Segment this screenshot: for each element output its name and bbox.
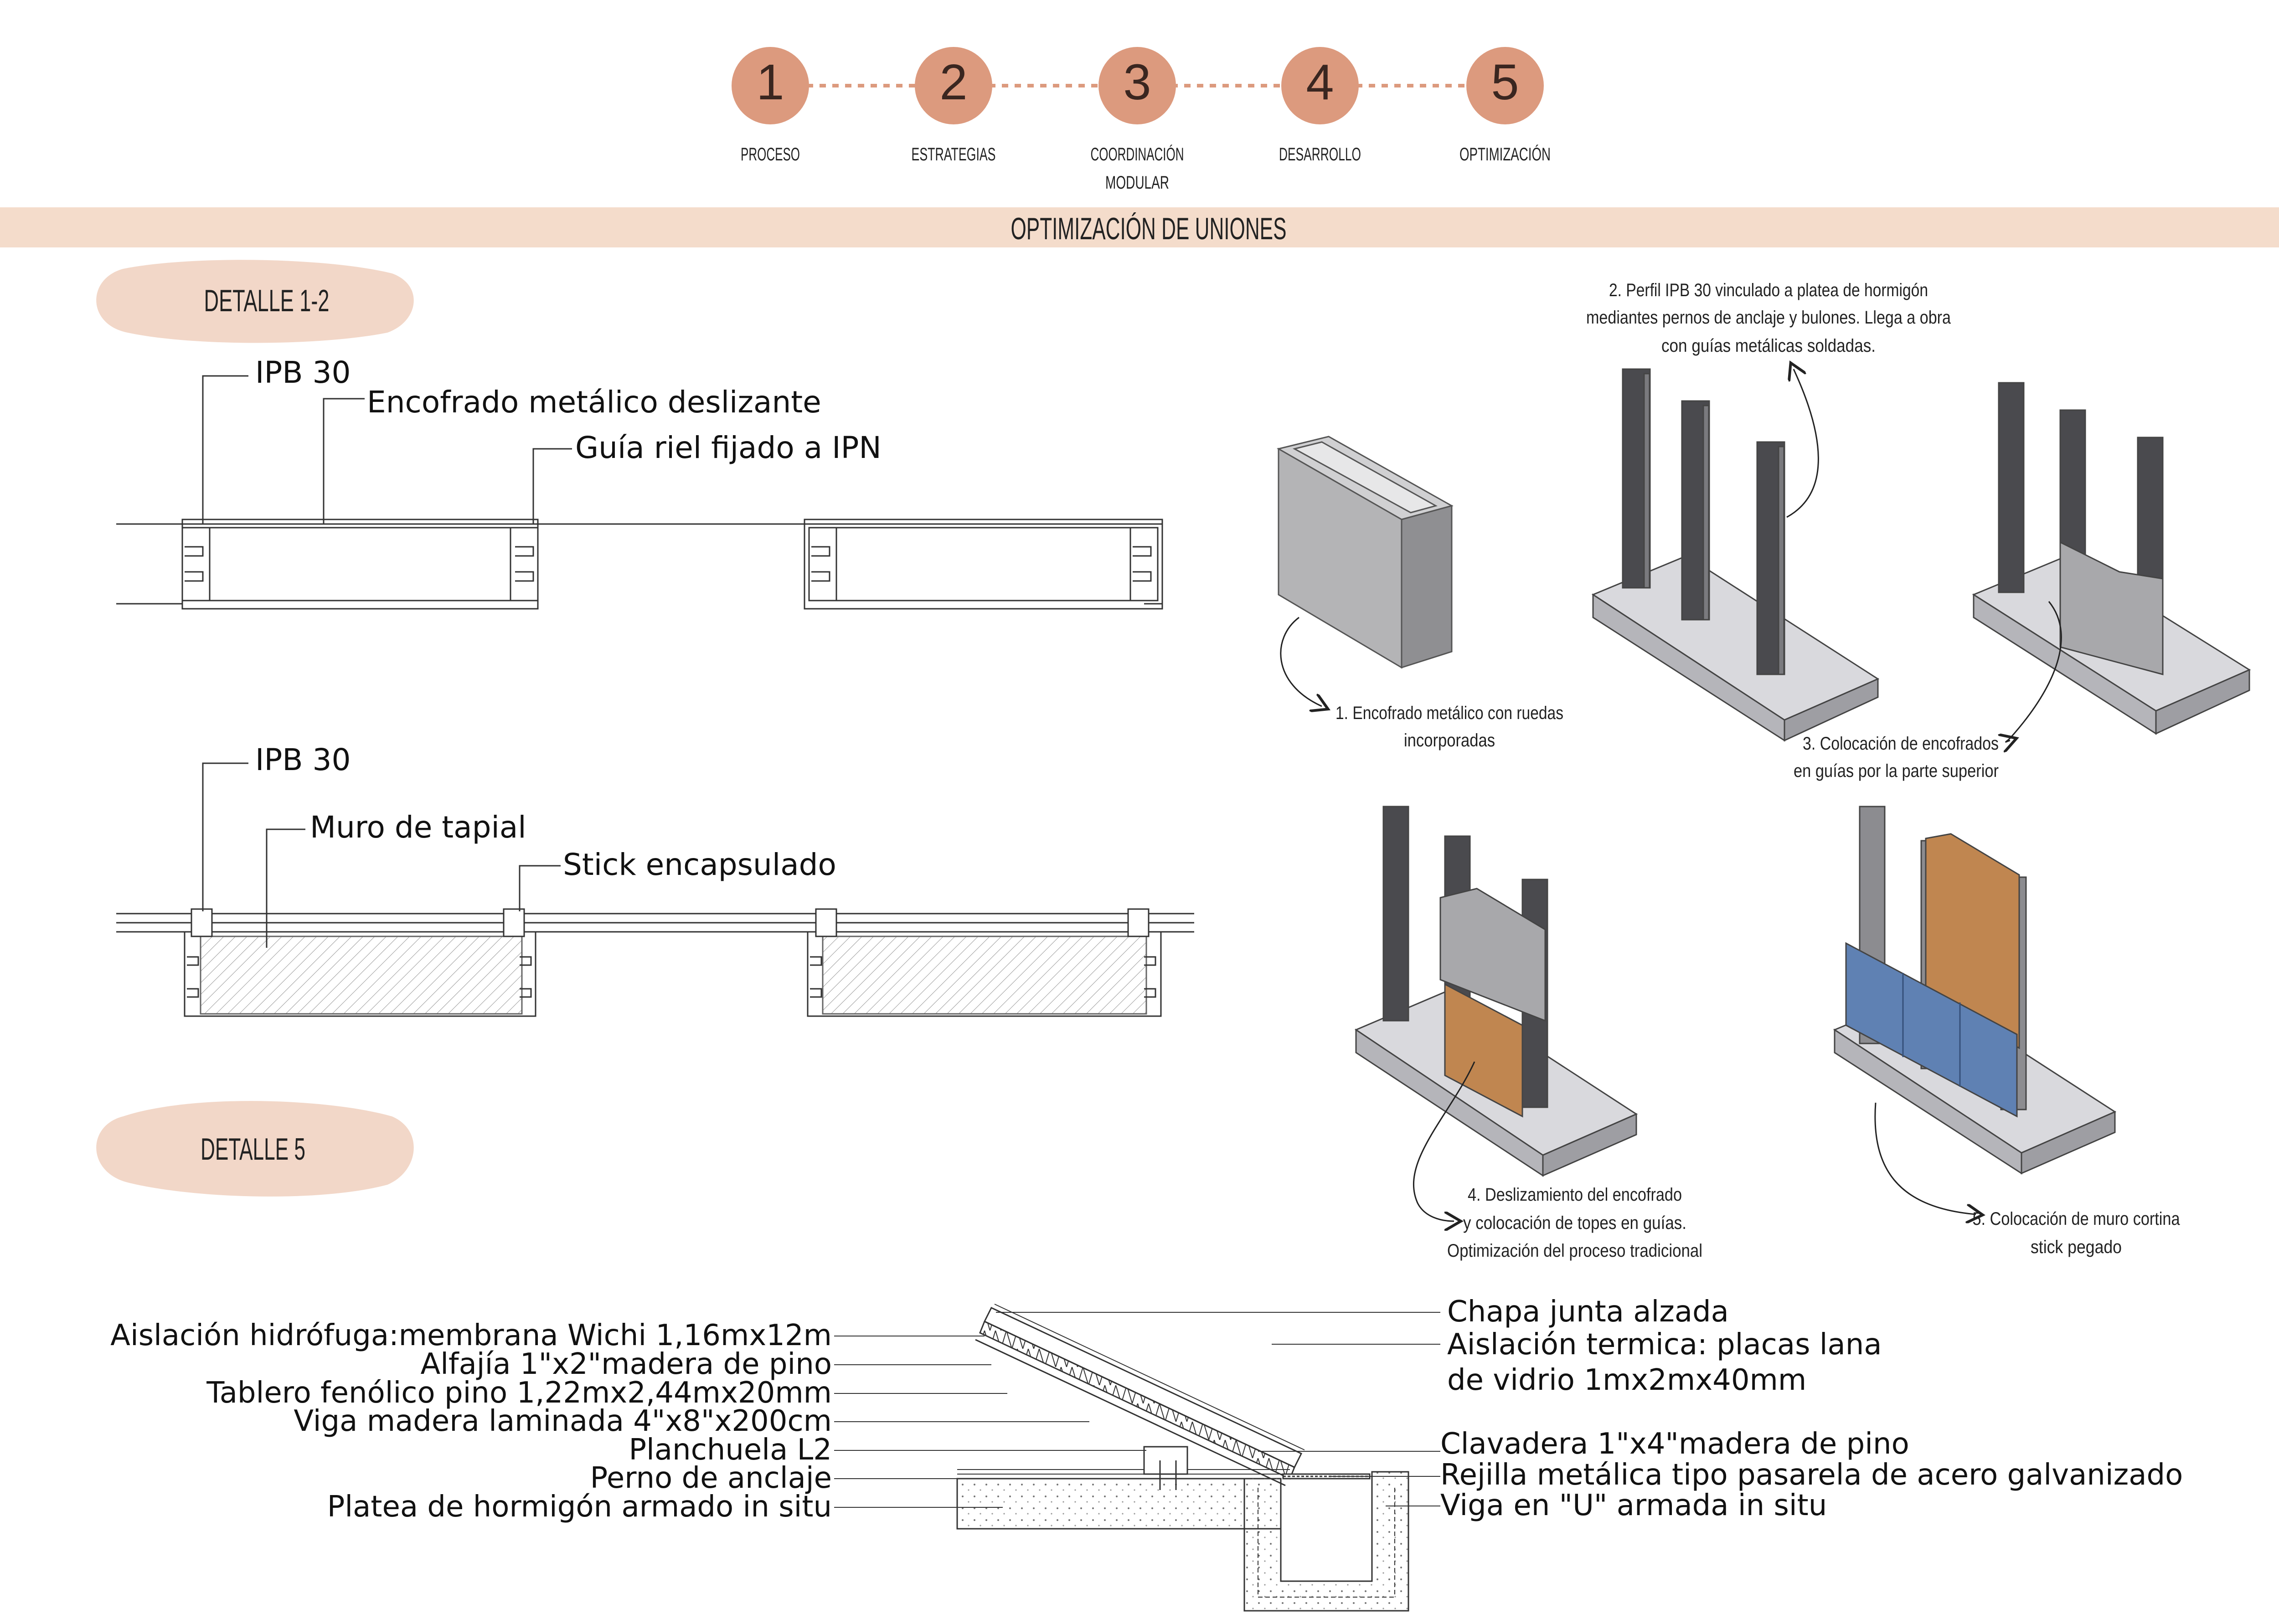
note-1-line-1: 1. Encofrado metálico con ruedas bbox=[1335, 703, 1563, 723]
detail-5-title: DETALLE 5 bbox=[201, 1132, 305, 1167]
note-4-line-3: Optimización del proceso tradicional bbox=[1447, 1241, 1702, 1261]
step-1-circle bbox=[732, 47, 809, 124]
stage-3-formwork-on-guides bbox=[1972, 382, 2251, 735]
label-phenolic-board: Tablero fenólico pino 1,22mx2,44mx20mm bbox=[206, 1376, 832, 1410]
step-4-circle bbox=[1281, 47, 1359, 124]
label-laminated-beam: Viga madera laminada 4"x8"x200cm bbox=[294, 1404, 832, 1438]
detail-5-left-labels: Aislación hidrófuga:membrana Wichi 1,16m… bbox=[110, 1319, 832, 1524]
label-stick: Stick encapsulado bbox=[563, 847, 836, 882]
step-3[interactable]: 3 COORDINACIÓN MODULAR bbox=[1091, 47, 1184, 193]
label-tapial-wall: Muro de tapial bbox=[310, 810, 526, 845]
step-4-label: DESARROLLO bbox=[1279, 144, 1361, 164]
note-2: 2. Perfil IPB 30 vinculado a platea de h… bbox=[1586, 280, 1951, 356]
label-standing-seam: Chapa junta alzada bbox=[1447, 1295, 1729, 1329]
note-1-line-2: incorporadas bbox=[1404, 730, 1495, 750]
step-2[interactable]: 2 ESTRATEGIAS bbox=[912, 47, 996, 164]
detail-1-2-title: DETALLE 1-2 bbox=[204, 283, 330, 318]
label-rail: Guía riel fijado a IPN bbox=[575, 430, 882, 465]
note-5: 5. Colocación de muro cortina stick pega… bbox=[1973, 1209, 2181, 1257]
badge-blob-5 bbox=[96, 1101, 414, 1197]
step-5-label: OPTIMIZACIÓN bbox=[1459, 144, 1551, 164]
note-3-line-2: en guías por la parte superior bbox=[1794, 761, 1999, 781]
stage-2-arrow bbox=[1786, 369, 1819, 518]
step-5[interactable]: 5 OPTIMIZACIÓN bbox=[1459, 47, 1551, 164]
note-2-line-2: mediantes pernos de anclaje y bulones. L… bbox=[1586, 308, 1951, 328]
note-3-line-1: 3. Colocación de encofrados bbox=[1803, 734, 1999, 754]
plan-detail-1 bbox=[116, 375, 1163, 610]
step-1[interactable]: 1 PROCESO bbox=[732, 47, 809, 164]
label-alfajia: Alfajía 1"x2"madera de pino bbox=[420, 1347, 832, 1381]
step-2-number: 2 bbox=[939, 54, 967, 110]
process-steps: 1 PROCESO 2 ESTRATEGIAS 3 COORDINACIÓN M… bbox=[732, 47, 1551, 193]
stage-4-sliding bbox=[1354, 806, 1638, 1177]
step-3-label: COORDINACIÓN bbox=[1091, 144, 1184, 164]
step-5-circle bbox=[1466, 47, 1544, 124]
stage-5-curtain-wall bbox=[1833, 806, 2117, 1175]
badge-blob bbox=[96, 260, 414, 343]
section-banner bbox=[0, 207, 2279, 247]
detail-5-right-labels: Chapa junta alzada Aislación termica: pl… bbox=[1440, 1295, 2183, 1522]
note-5-line-1: 5. Colocación de muro cortina bbox=[1973, 1209, 2181, 1229]
label-u-beam: Viga en "U" armada in situ bbox=[1440, 1489, 1827, 1522]
stage-3-arrow-a bbox=[2009, 601, 2062, 739]
stage-3-arrow bbox=[2006, 738, 2010, 742]
label-clavadera: Clavadera 1"x4"madera de pino bbox=[1440, 1427, 1909, 1461]
note-4-line-2: y colocación de topes en guías. bbox=[1463, 1213, 1686, 1233]
step-4[interactable]: 4 DESARROLLO bbox=[1279, 47, 1361, 164]
plan-detail-2 bbox=[116, 762, 1194, 1017]
label-formwork: Encofrado metálico deslizante bbox=[367, 385, 821, 420]
note-3: 3. Colocación de encofrados en guías por… bbox=[1794, 734, 1999, 781]
roof-section-drawing bbox=[834, 1304, 1440, 1612]
note-4-line-1: 4. Deslizamiento del encofrado bbox=[1468, 1185, 1682, 1205]
label-hydro-insulation: Aislación hidrófuga:membrana Wichi 1,16m… bbox=[110, 1319, 832, 1352]
stage-1-arrow bbox=[1280, 617, 1322, 706]
step-4-number: 4 bbox=[1306, 54, 1334, 110]
step-1-label: PROCESO bbox=[741, 144, 800, 164]
stage-5-arrow bbox=[1874, 1102, 1976, 1214]
step-3-label-line2: MODULAR bbox=[1105, 173, 1169, 193]
stage-2-posts bbox=[1591, 368, 1880, 742]
detail-1-2-badge: DETALLE 1-2 bbox=[96, 260, 414, 343]
label-anchor-bolt: Perno de anclaje bbox=[590, 1461, 832, 1495]
label-planchuela: Planchuela L2 bbox=[629, 1433, 832, 1467]
label-thermal-insulation: Aislación termica: placas lana bbox=[1447, 1328, 1882, 1362]
note-2-line-3: con guías metálicas soldadas. bbox=[1661, 336, 1876, 356]
label-concrete-slab: Platea de hormigón armado in situ bbox=[327, 1490, 832, 1524]
step-2-label: ESTRATEGIAS bbox=[912, 144, 996, 164]
note-1: 1. Encofrado metálico con ruedas incorpo… bbox=[1335, 703, 1563, 750]
step-1-number: 1 bbox=[756, 54, 784, 110]
section-title: OPTIMIZACIÓN DE UNIONES bbox=[1011, 211, 1287, 246]
label-grating: Rejilla metálica tipo pasarela de acero … bbox=[1440, 1458, 2183, 1492]
step-5-number: 5 bbox=[1491, 54, 1519, 110]
detail-5-badge: DETALLE 5 bbox=[96, 1101, 414, 1197]
stage-1-formwork bbox=[1277, 436, 1454, 669]
step-3-circle bbox=[1098, 47, 1176, 124]
note-4: 4. Deslizamiento del encofrado y colocac… bbox=[1447, 1185, 1702, 1261]
label-thermal-insulation-2: de vidrio 1mx2mx40mm bbox=[1447, 1363, 1806, 1397]
note-5-line-2: stick pegado bbox=[2031, 1237, 2122, 1257]
step-3-number: 3 bbox=[1123, 54, 1151, 110]
label-ipb-30-b: IPB 30 bbox=[255, 742, 351, 777]
step-2-circle bbox=[915, 47, 992, 124]
note-2-line-1: 2. Perfil IPB 30 vinculado a platea de h… bbox=[1609, 280, 1928, 300]
stage-4-arrow bbox=[1413, 1061, 1475, 1221]
label-ipb-30-a: IPB 30 bbox=[255, 355, 351, 390]
